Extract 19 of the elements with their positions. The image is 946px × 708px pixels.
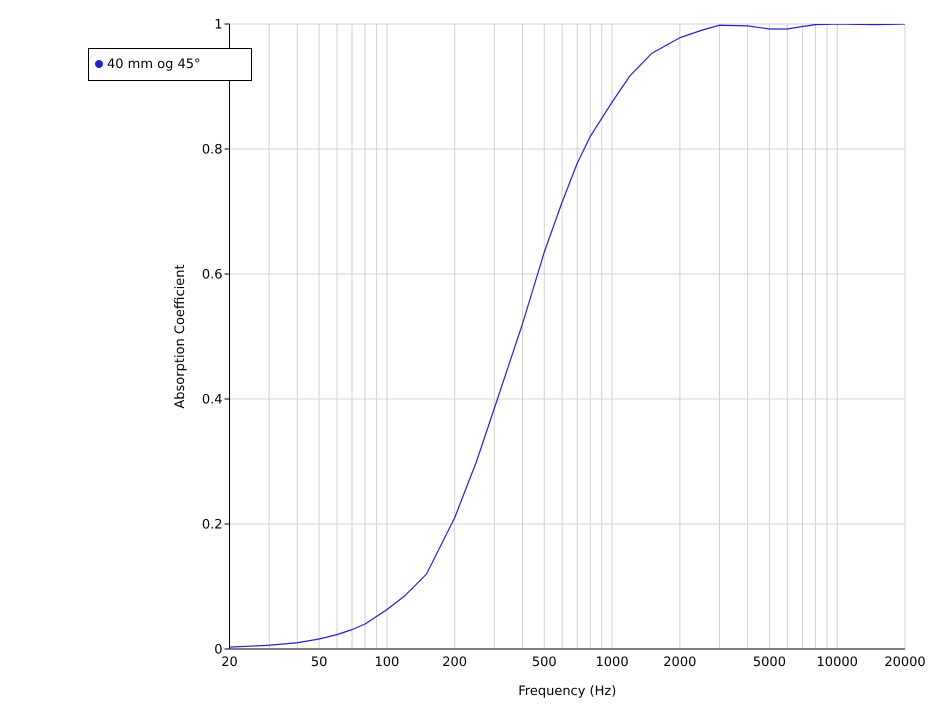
y-tick-label: 0.4 (202, 392, 223, 408)
y-tick-label: 0.8 (202, 142, 223, 158)
x-tick-label: 50 (310, 655, 328, 670)
y-tick-label: 0 (214, 642, 223, 658)
y-tick-label: 0.2 (202, 518, 223, 533)
x-tick-label: 10000 (816, 655, 858, 670)
y-tick-label: 0.6 (202, 268, 223, 283)
y-axis-title: Absorption Coefficient (173, 264, 188, 409)
x-tick-label: 200 (442, 655, 468, 670)
legend-label: 40 mm og 45° (107, 57, 201, 72)
x-tick-label: 5000 (752, 655, 786, 670)
x-tick-label: 500 (532, 655, 557, 670)
y-tick-label: 1 (214, 18, 223, 33)
x-axis-title: Frequency (Hz) (518, 684, 616, 699)
x-tick-label: 100 (374, 655, 400, 670)
x-tick-label: 1000 (596, 655, 629, 670)
x-tick-label: 20000 (884, 655, 926, 670)
x-tick-label: 20 (221, 655, 238, 670)
x-tick-label: 2000 (663, 655, 696, 670)
